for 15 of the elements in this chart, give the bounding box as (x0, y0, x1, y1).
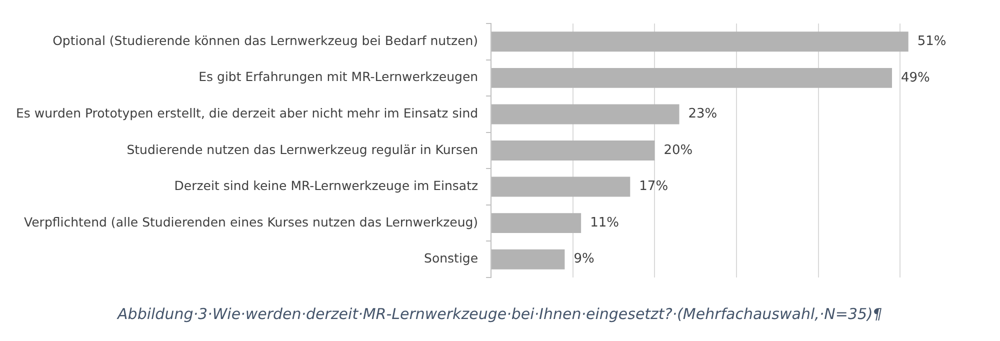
data-label: 20% (664, 142, 693, 158)
y-tick-label: Sonstige (424, 250, 478, 266)
y-tick-label: Es wurden Prototypen erstellt, die derzeit aber nicht mehr im Einsatz sind (16, 105, 478, 120)
y-tick-label: Derzeit sind keine MR-Lernwerkzeuge im Einsatz (174, 178, 478, 194)
data-label: 11% (590, 215, 619, 230)
data-label: 23% (688, 106, 718, 122)
data-label: 17% (639, 179, 668, 194)
y-tick-label: Verpflichtend (alle Studierenden eines Kurses nutzen das Lernwerkzeug) (24, 214, 478, 230)
data-label: 9% (574, 252, 594, 267)
text: Abbildung·3·Wie·werden·derzeit·MR-Lernwerkzeuge·bei·Ihnen·eingesetzt?·(Mehrfachauswahl,·N=35)¶ (116, 305, 884, 323)
y-tick-label: Optional (Studierende können das Lernwerkzeug bei Bedarf nutzen) (52, 32, 478, 48)
y-tick-label: Studierende nutzen das Lernwerkzeug regulär in Kursen (126, 142, 478, 157)
y-tick-label: Es gibt Erfahrungen mit MR-Lernwerkzeugen (198, 69, 478, 84)
data-label: 49% (900, 70, 930, 86)
data-label: 51% (917, 34, 946, 50)
